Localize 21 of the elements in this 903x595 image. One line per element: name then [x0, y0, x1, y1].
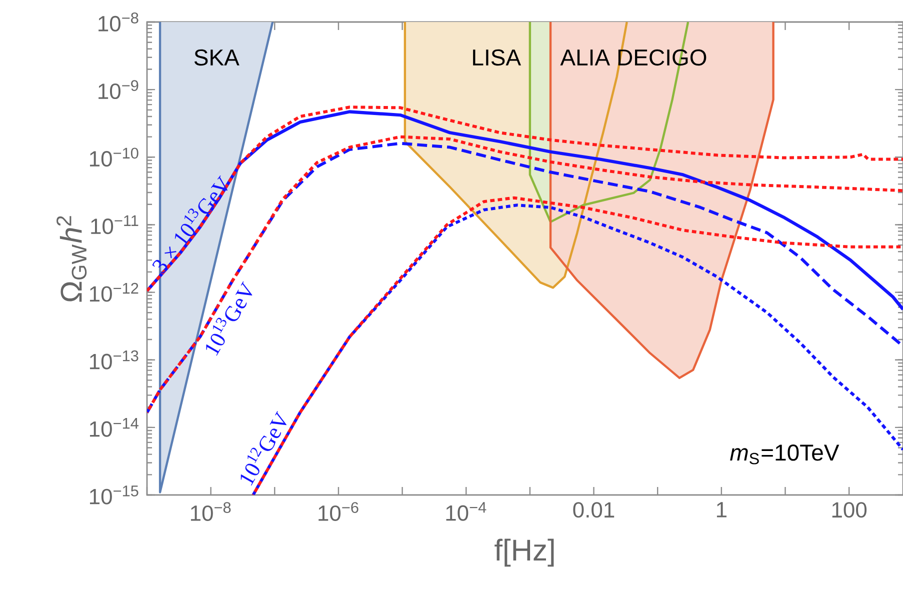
y-tick-label: 10$^{−11}$: [91, 215, 138, 234]
y-tick-label: 10$^{−8}$: [98, 12, 138, 32]
x-tick-label: 100: [832, 502, 867, 518]
x-tick-label: 1: [716, 502, 726, 518]
x-tick-label: 0.01: [573, 502, 614, 518]
annotation: m$_{S}$=10TeV: [730, 444, 840, 464]
x-tick-label: 10$^{−6}$: [318, 502, 358, 521]
y-tick-label: 10$^{−14}$: [90, 418, 138, 437]
series-label: SKA: [194, 49, 240, 66]
y-axis-title: Ω$_{GW}$h$^{2}$: [56, 216, 87, 302]
x-tick-label: 10$^{−4}$: [446, 502, 486, 521]
y-tick-label: 10$^{−10}$: [90, 148, 138, 167]
x-axis-title: f[Hz]: [494, 538, 554, 567]
series-label: ALIA: [560, 50, 610, 66]
series-label: LISA: [473, 49, 522, 66]
y-tick-label: 10$^{−15}$: [90, 486, 138, 504]
x-tick-label: 10$^{−8}$: [190, 502, 231, 521]
y-tick-label: 10$^{−12}$: [90, 282, 138, 302]
y-tick-label: 10$^{−13}$: [90, 350, 138, 370]
y-tick-label: 10$^{−9}$: [98, 80, 138, 100]
text: 10$^{12}$GeV: [240, 411, 287, 486]
